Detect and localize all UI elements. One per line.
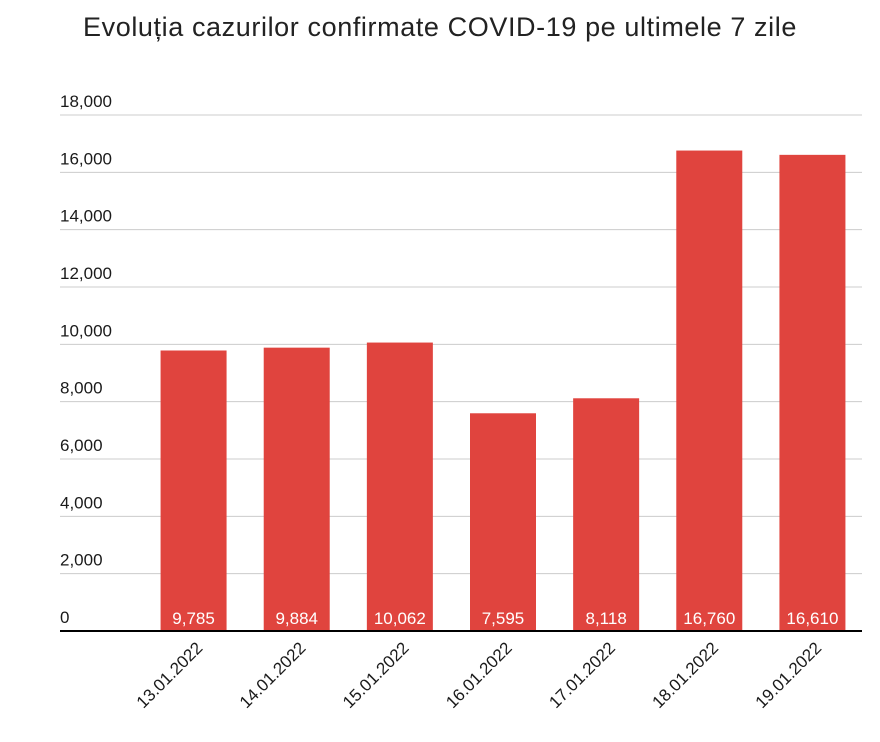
y-tick-label: 8,000 <box>60 379 103 398</box>
x-tick-label: 14.01.2022 <box>236 638 310 712</box>
chart-title: Evoluția cazurilor confirmate COVID-19 p… <box>83 12 797 42</box>
x-axis-tick-labels: 13.01.2022 14.01.2022 15.01.2022 16.01.2022… <box>133 638 825 712</box>
y-tick-label: 14,000 <box>60 207 112 226</box>
y-tick-label: 18,000 <box>60 92 112 111</box>
x-tick-label: 17.01.2022 <box>545 638 619 712</box>
x-tick-label: 16.01.2022 <box>442 638 516 712</box>
y-tick-label: 16,000 <box>60 149 112 168</box>
x-tick-label: 15.01.2022 <box>339 638 413 712</box>
bar-value-label: 9,884 <box>275 609 318 628</box>
y-tick-label: 2,000 <box>60 551 103 570</box>
x-tick-label: 13.01.2022 <box>133 638 207 712</box>
x-tick-label: 19.01.2022 <box>752 638 826 712</box>
bar <box>779 154 846 631</box>
bar-value-label: 16,760 <box>683 609 735 628</box>
bar <box>160 350 227 631</box>
y-tick-label: 0 <box>60 608 69 627</box>
bars <box>160 150 846 631</box>
bar <box>470 413 536 631</box>
bar <box>676 150 743 631</box>
bar-value-label: 7,595 <box>482 609 525 628</box>
bar <box>573 398 640 631</box>
y-tick-label: 6,000 <box>60 436 103 455</box>
bar-value-label: 10,062 <box>374 609 426 628</box>
y-tick-label: 10,000 <box>60 321 112 340</box>
bar-value-label: 8,118 <box>586 609 627 628</box>
y-axis-tick-labels: 0 2,000 4,000 6,000 8,000 10,000 12,000 14,000 1… <box>60 92 112 627</box>
bar <box>263 347 330 631</box>
y-tick-label: 4,000 <box>60 493 103 512</box>
bar <box>366 342 433 631</box>
x-tick-label: 18.01.2022 <box>649 638 723 712</box>
y-tick-label: 12,000 <box>60 264 112 283</box>
data-labels: 9,785 9,884 10,062 7,595 8,118 16,760 16,610 <box>172 609 838 628</box>
bar-value-label: 16,610 <box>786 609 838 628</box>
bar-value-label: 9,785 <box>172 609 215 628</box>
